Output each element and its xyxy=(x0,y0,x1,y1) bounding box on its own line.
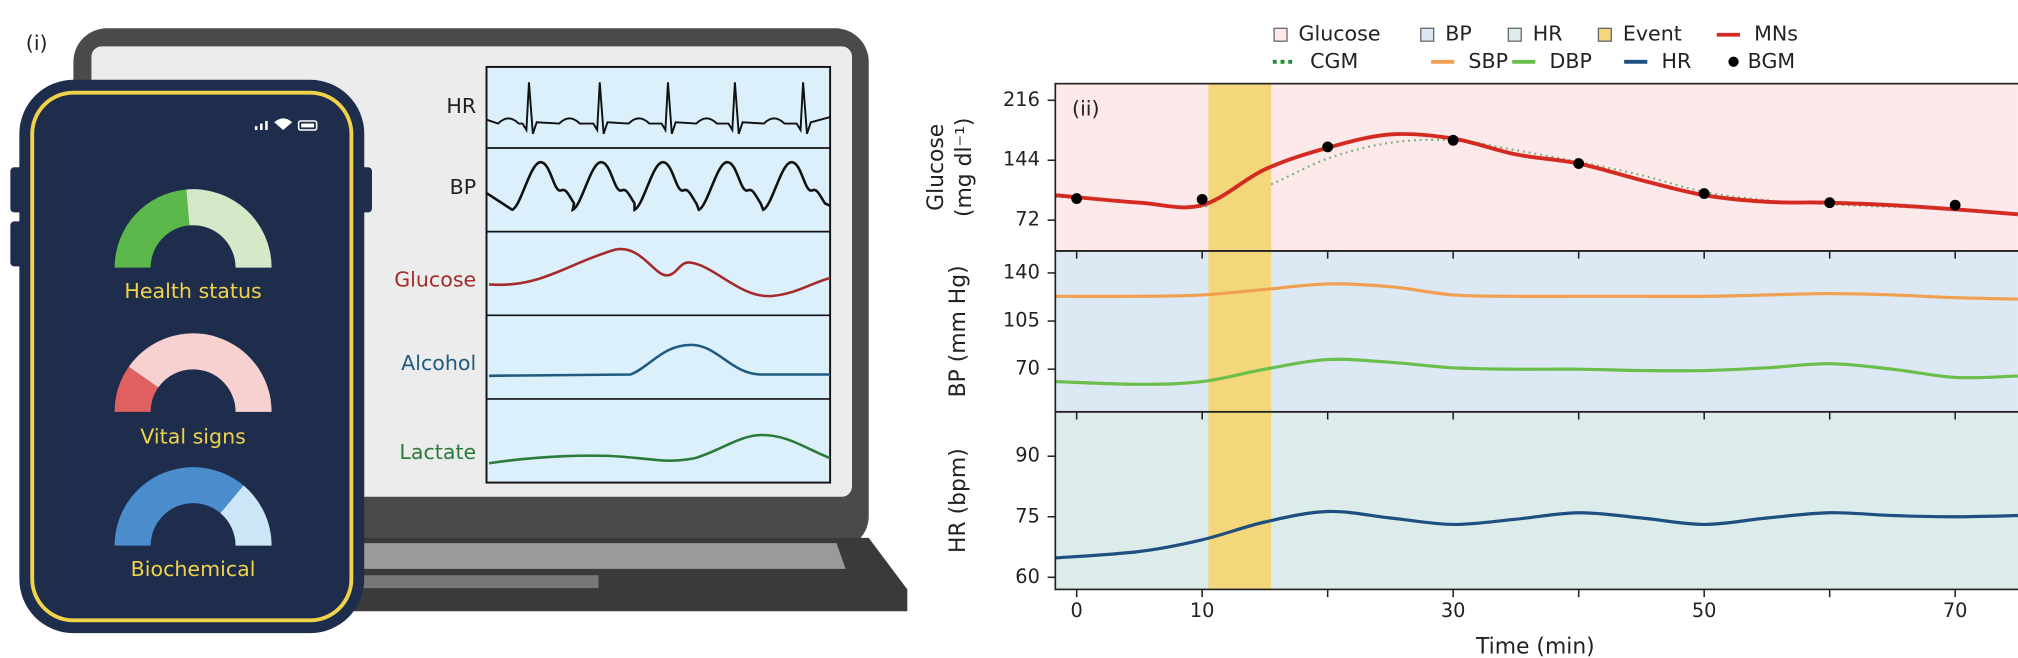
plot-layer xyxy=(1055,132,2018,560)
panel-background xyxy=(1055,411,2018,590)
panel-background xyxy=(1055,83,2018,251)
panel-label: (i) xyxy=(26,31,48,55)
lactate-wave xyxy=(488,433,831,465)
y-tick-label: 140 xyxy=(1003,260,1040,283)
screen-label: BP xyxy=(450,175,477,199)
x-tick-label: 50 xyxy=(1692,599,1717,622)
bgm-point xyxy=(1698,188,1710,199)
y-axis-label: Glucose xyxy=(924,124,949,211)
x-axis-label: Time (min) xyxy=(1475,634,1595,658)
gauge-arc xyxy=(114,467,244,546)
legend-label: Event xyxy=(1623,22,1682,46)
illustration: (i) HR BP Glucose Alcohol Lactate xyxy=(10,28,908,634)
y-axis-label: BP (mm Hg) xyxy=(946,265,971,397)
panel-frame xyxy=(1054,410,2018,591)
bgm-point xyxy=(1949,199,1961,211)
legend-label: HR xyxy=(1661,49,1691,73)
gauge-label: Health status xyxy=(124,279,261,303)
series-line xyxy=(1055,282,2018,301)
screen-label: HR xyxy=(446,94,476,118)
waveform-box xyxy=(485,65,832,484)
bgm-point xyxy=(1196,193,1208,205)
x-tick-label: 70 xyxy=(1943,599,1968,622)
gauge-label: Biochemical xyxy=(131,557,256,581)
legend-label: Glucose xyxy=(1299,22,1381,46)
legend-label: BGM xyxy=(1748,49,1795,73)
panel-background xyxy=(1055,250,2018,412)
trackpad xyxy=(347,543,846,569)
legend: Glucose BP HR Event MNs CGM SBP DBP HR BGM xyxy=(1272,22,1798,73)
gauges xyxy=(114,189,272,546)
bgm-point xyxy=(1071,193,1083,204)
series-line xyxy=(1055,138,2018,215)
alcohol-wave xyxy=(489,343,831,378)
y-tick-label: 60 xyxy=(1015,565,1040,588)
y-tick-label: 216 xyxy=(1003,88,1040,111)
legend-swatch xyxy=(1420,27,1435,42)
phone-bezel xyxy=(30,90,354,623)
bgm-point xyxy=(1573,158,1585,169)
legend-label: SBP xyxy=(1468,49,1508,73)
screen-label: Alcohol xyxy=(401,351,476,375)
bgm-point xyxy=(1824,197,1836,209)
status-icons xyxy=(254,118,318,131)
series-line xyxy=(1055,509,2018,560)
glucose-wave xyxy=(488,247,831,298)
y-axis-label: HR (bpm) xyxy=(946,448,971,553)
bgm-point xyxy=(1447,134,1459,146)
panel-label: (ii) xyxy=(1072,96,1100,120)
legend-swatch xyxy=(1728,56,1739,67)
y-tick-label: 72 xyxy=(1015,208,1040,231)
y-tick-label: 105 xyxy=(1003,309,1040,332)
legend-swatch xyxy=(1597,27,1612,42)
x-tick-label: 0 xyxy=(1071,599,1083,622)
ecg-wave xyxy=(486,82,831,135)
legend-swatch xyxy=(1273,27,1288,42)
x-tick-label: 30 xyxy=(1441,599,1466,622)
series-line xyxy=(1055,357,2018,386)
screen-label: Glucose xyxy=(394,268,476,292)
legend-label: CGM xyxy=(1310,49,1358,73)
screen-label: Lactate xyxy=(399,440,476,464)
laptop-slot xyxy=(347,575,599,589)
y-tick-label: 70 xyxy=(1015,357,1040,380)
y-tick-label: 90 xyxy=(1015,444,1040,467)
event-band xyxy=(1208,83,1272,590)
gauge-arc xyxy=(128,333,272,412)
x-tick-label: 10 xyxy=(1190,599,1215,622)
y-axis-label: (mg dl⁻¹) xyxy=(952,118,977,217)
gauge-arc xyxy=(114,189,190,268)
legend-label: MNs xyxy=(1754,22,1798,46)
gauge-arc xyxy=(186,189,272,268)
gauge-arc xyxy=(220,485,272,546)
series-line xyxy=(1055,132,2018,217)
legend-label: BP xyxy=(1445,22,1472,46)
event-layer xyxy=(1208,83,1272,590)
y-tick-label: 144 xyxy=(1003,148,1040,171)
legend-label: HR xyxy=(1533,22,1563,46)
gauge-arc xyxy=(114,366,159,412)
legend-swatch xyxy=(1507,27,1522,42)
bp-wave xyxy=(485,160,831,212)
bgm-point xyxy=(1322,141,1334,153)
legend-label: DBP xyxy=(1550,49,1592,73)
waveform-dividers xyxy=(486,147,831,400)
y-tick-label: 75 xyxy=(1015,504,1040,527)
gauge-label: Vital signs xyxy=(140,425,246,449)
